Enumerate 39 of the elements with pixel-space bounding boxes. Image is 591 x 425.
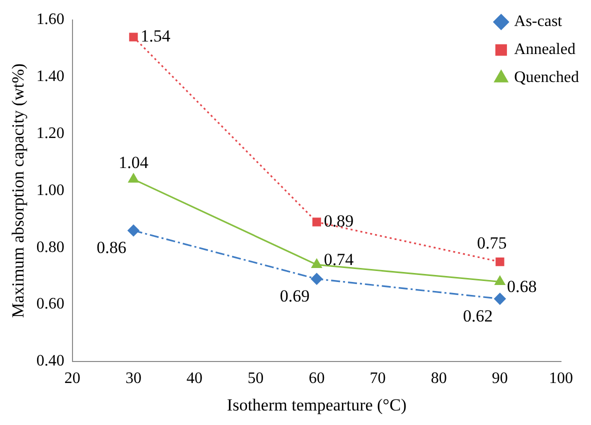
point [494, 276, 506, 286]
data-label: 0.62 [463, 306, 493, 326]
y-tick-label: 0.60 [36, 296, 64, 313]
x-tick-label: 20 [64, 370, 80, 388]
point [128, 224, 140, 236]
data-label: 0.86 [96, 238, 126, 257]
point [310, 273, 322, 285]
y-tick-label: 1.60 [36, 11, 64, 28]
x-tick-label: 100 [549, 370, 573, 388]
x-tick-label: 40 [186, 370, 203, 388]
y-axis-title: Maximum absorption capacity (wt%) [8, 63, 28, 318]
legend-label: Quenched [514, 69, 579, 86]
data-label: 1.04 [118, 152, 149, 172]
y-tick-label: 0.40 [36, 352, 64, 370]
point [129, 32, 138, 42]
point [494, 293, 506, 305]
x-tick-label: 60 [308, 370, 325, 388]
legend-label: As-cast [514, 13, 563, 30]
data-label: 0.68 [507, 277, 537, 296]
point [496, 257, 504, 266]
x-tick-label: 50 [248, 370, 264, 388]
point [128, 174, 139, 183]
data-label: 0.74 [324, 250, 354, 270]
point [312, 218, 322, 226]
data-label: 1.54 [140, 26, 171, 46]
data-label: 0.75 [477, 233, 507, 252]
x-tick-label: 80 [430, 370, 447, 388]
data-label: 0.69 [280, 286, 310, 306]
y-tick-label: 1.40 [36, 68, 64, 86]
legend-label: Annealed [514, 41, 576, 58]
x-tick-label: 30 [125, 370, 142, 388]
y-tick-label: 1.20 [36, 125, 64, 142]
y-tick-label: 0.80 [36, 238, 64, 256]
x-tick-label: 90 [492, 370, 508, 388]
point [312, 258, 322, 268]
y-tick-label: 1.00 [36, 182, 64, 199]
data-label: 0.89 [324, 211, 354, 230]
x-tick-label: 70 [370, 370, 386, 388]
x-axis-title: Isotherm tempearture (°C) [226, 395, 406, 414]
